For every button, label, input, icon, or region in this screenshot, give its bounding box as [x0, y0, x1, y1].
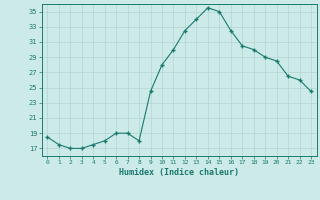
X-axis label: Humidex (Indice chaleur): Humidex (Indice chaleur)	[119, 168, 239, 177]
